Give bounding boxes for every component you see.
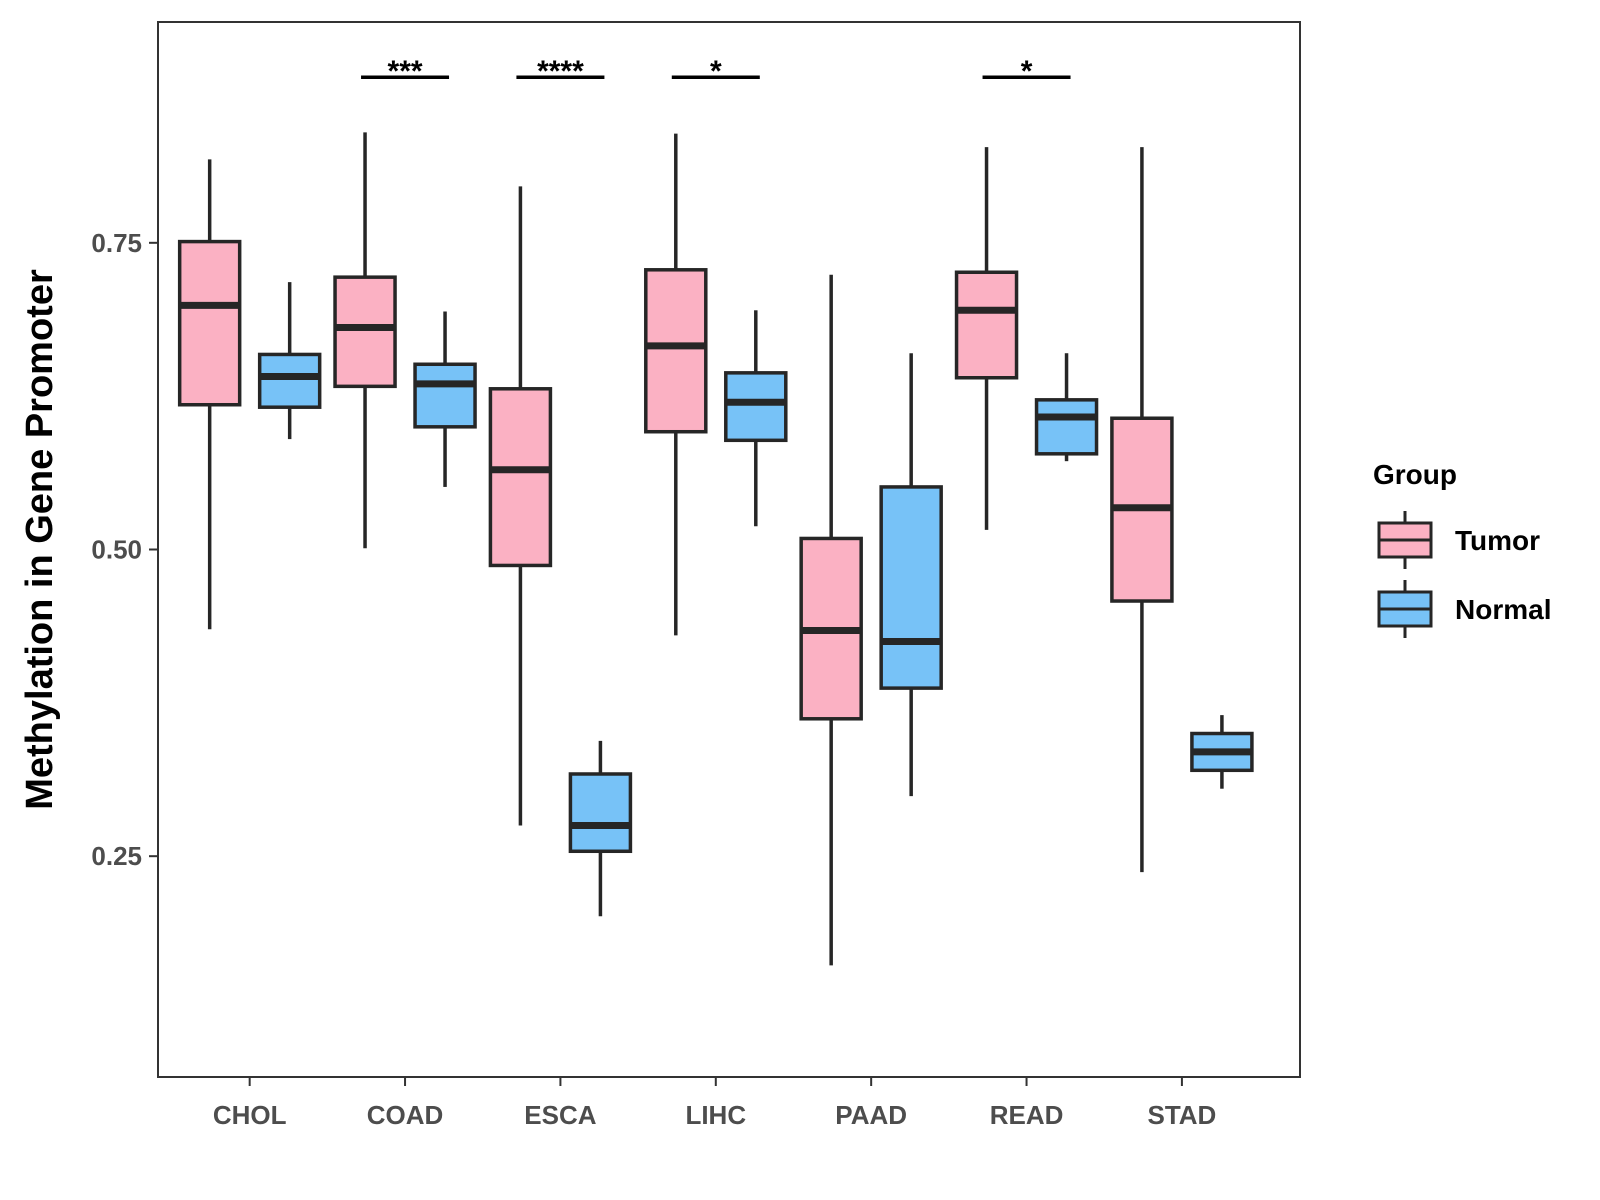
box-normal-coad	[413, 311, 477, 487]
box-normal-paad	[879, 353, 943, 797]
box-tumor-paad	[799, 274, 863, 966]
significance-label: *	[1021, 55, 1033, 88]
y-tick-label: 0.25	[91, 841, 142, 871]
box-body	[1034, 398, 1099, 456]
box-body	[333, 275, 397, 389]
box-tumor-chol	[177, 159, 242, 630]
box-normal-stad	[1190, 715, 1254, 789]
box-body	[488, 387, 553, 568]
box-normal-chol	[257, 282, 322, 440]
box-tumor-lihc	[644, 133, 708, 636]
box-body	[879, 485, 943, 690]
box-normal-esca	[568, 740, 633, 917]
plot-panel	[157, 21, 1301, 1078]
x-axis: CHOL COAD ESCA LIHC PAAD READ STAD	[213, 1077, 1216, 1130]
legend-title: Group	[1373, 459, 1457, 490]
legend-label: Normal	[1455, 594, 1551, 625]
significance-annotations: *** **** * *	[361, 55, 1071, 88]
significance-label: ****	[537, 55, 584, 88]
box-body	[257, 352, 322, 409]
x-tick-label-esca: ESCA	[524, 1100, 596, 1130]
x-tick-label-stad: STAD	[1147, 1100, 1216, 1130]
box-tumor-stad	[1110, 147, 1174, 873]
x-tick-label-coad: COAD	[367, 1100, 444, 1130]
x-tick-label-paad: PAAD	[835, 1100, 907, 1130]
box-body	[644, 268, 708, 434]
legend-item-tumor: Tumor	[1377, 511, 1540, 569]
box-tumor-coad	[333, 132, 397, 549]
box-body	[724, 371, 788, 443]
box-series	[177, 132, 1254, 966]
legend: Group Tumor Normal	[1373, 459, 1551, 638]
box-body	[177, 239, 242, 407]
x-tick-label-read: READ	[990, 1100, 1064, 1130]
box-normal-read	[1034, 353, 1099, 462]
legend-label: Tumor	[1455, 525, 1540, 556]
significance-label: ***	[388, 55, 423, 88]
x-tick-label-lihc: LIHC	[685, 1100, 746, 1130]
y-axis: 0.25 0.50 0.75	[91, 228, 158, 871]
box-body	[568, 772, 633, 854]
legend-item-normal: Normal	[1377, 580, 1551, 638]
box-tumor-esca	[488, 186, 553, 826]
y-tick-label: 0.50	[91, 535, 142, 565]
significance-label: *	[710, 55, 722, 88]
y-axis-title: Methylation in Gene Promoter	[19, 269, 61, 810]
box-tumor-read	[954, 147, 1019, 530]
y-tick-label: 0.75	[91, 228, 142, 258]
box-body	[954, 270, 1019, 380]
box-normal-lihc	[724, 310, 788, 527]
x-tick-label-chol: CHOL	[213, 1100, 287, 1130]
box-body	[413, 362, 477, 429]
